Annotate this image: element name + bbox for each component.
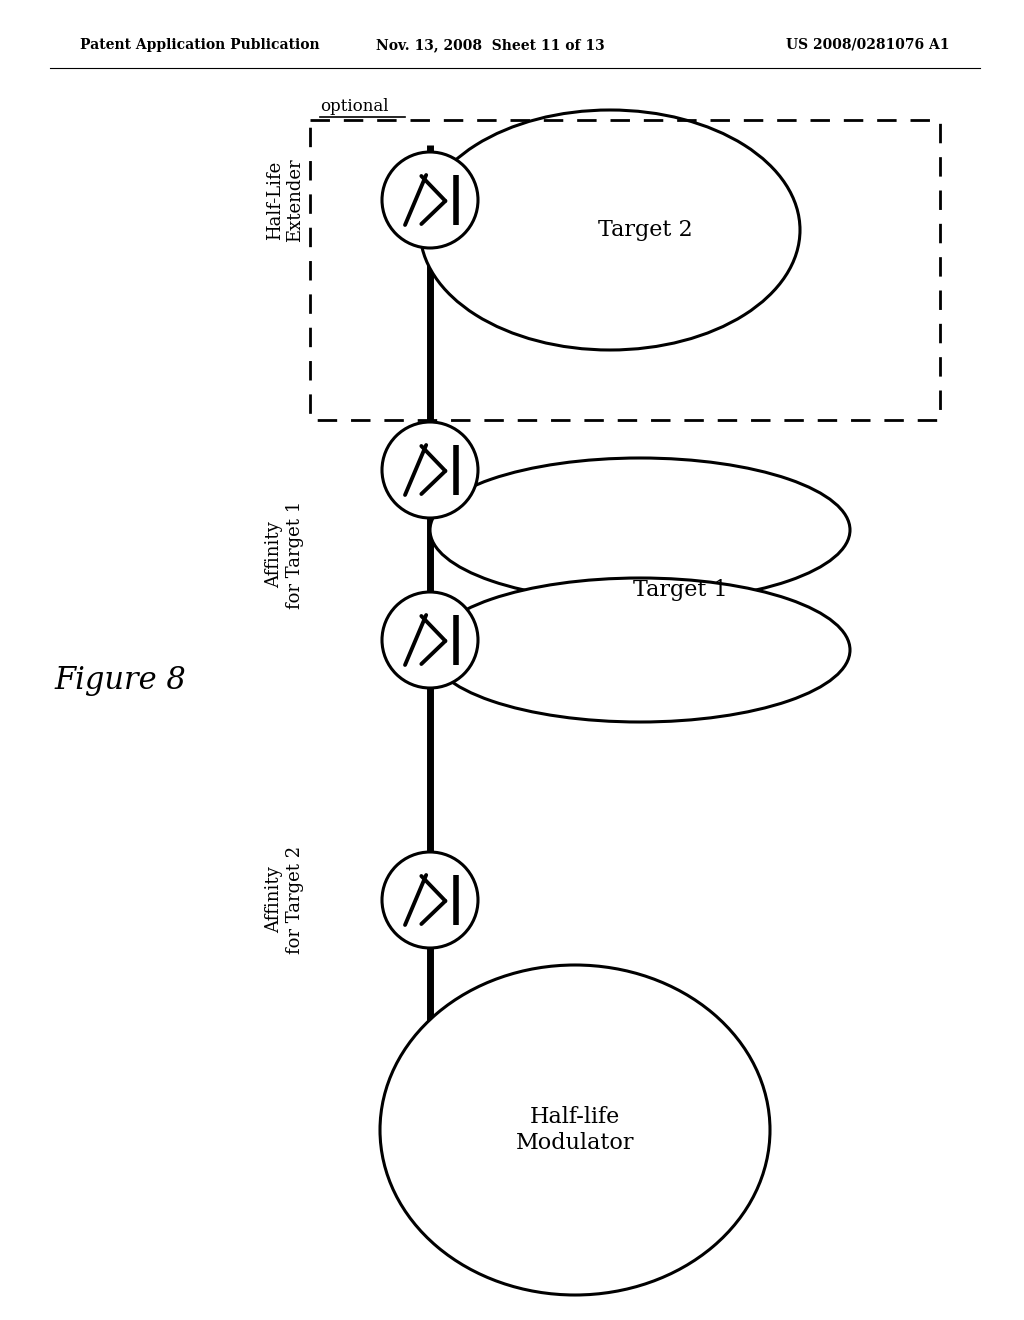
Ellipse shape [380, 965, 770, 1295]
Bar [310, 120, 940, 420]
Text: Affinity
for Target 2: Affinity for Target 2 [265, 846, 304, 954]
Text: Target 2: Target 2 [598, 219, 692, 242]
Circle shape [382, 851, 478, 948]
Circle shape [382, 422, 478, 517]
Circle shape [382, 591, 478, 688]
Text: Patent Application Publication: Patent Application Publication [80, 38, 319, 51]
Text: Affinity
for Target 1: Affinity for Target 1 [265, 500, 304, 609]
Text: US 2008/0281076 A1: US 2008/0281076 A1 [786, 38, 950, 51]
Text: Figure 8: Figure 8 [54, 664, 186, 696]
Text: optional: optional [319, 98, 388, 115]
Ellipse shape [430, 458, 850, 602]
Circle shape [382, 152, 478, 248]
Ellipse shape [420, 110, 800, 350]
Ellipse shape [430, 578, 850, 722]
Text: Nov. 13, 2008  Sheet 11 of 13: Nov. 13, 2008 Sheet 11 of 13 [376, 38, 604, 51]
Text: Half-Life
Extender: Half-Life Extender [265, 158, 304, 242]
Text: Half-life
Modulator: Half-life Modulator [516, 1106, 634, 1154]
Text: Target 1: Target 1 [633, 579, 727, 601]
